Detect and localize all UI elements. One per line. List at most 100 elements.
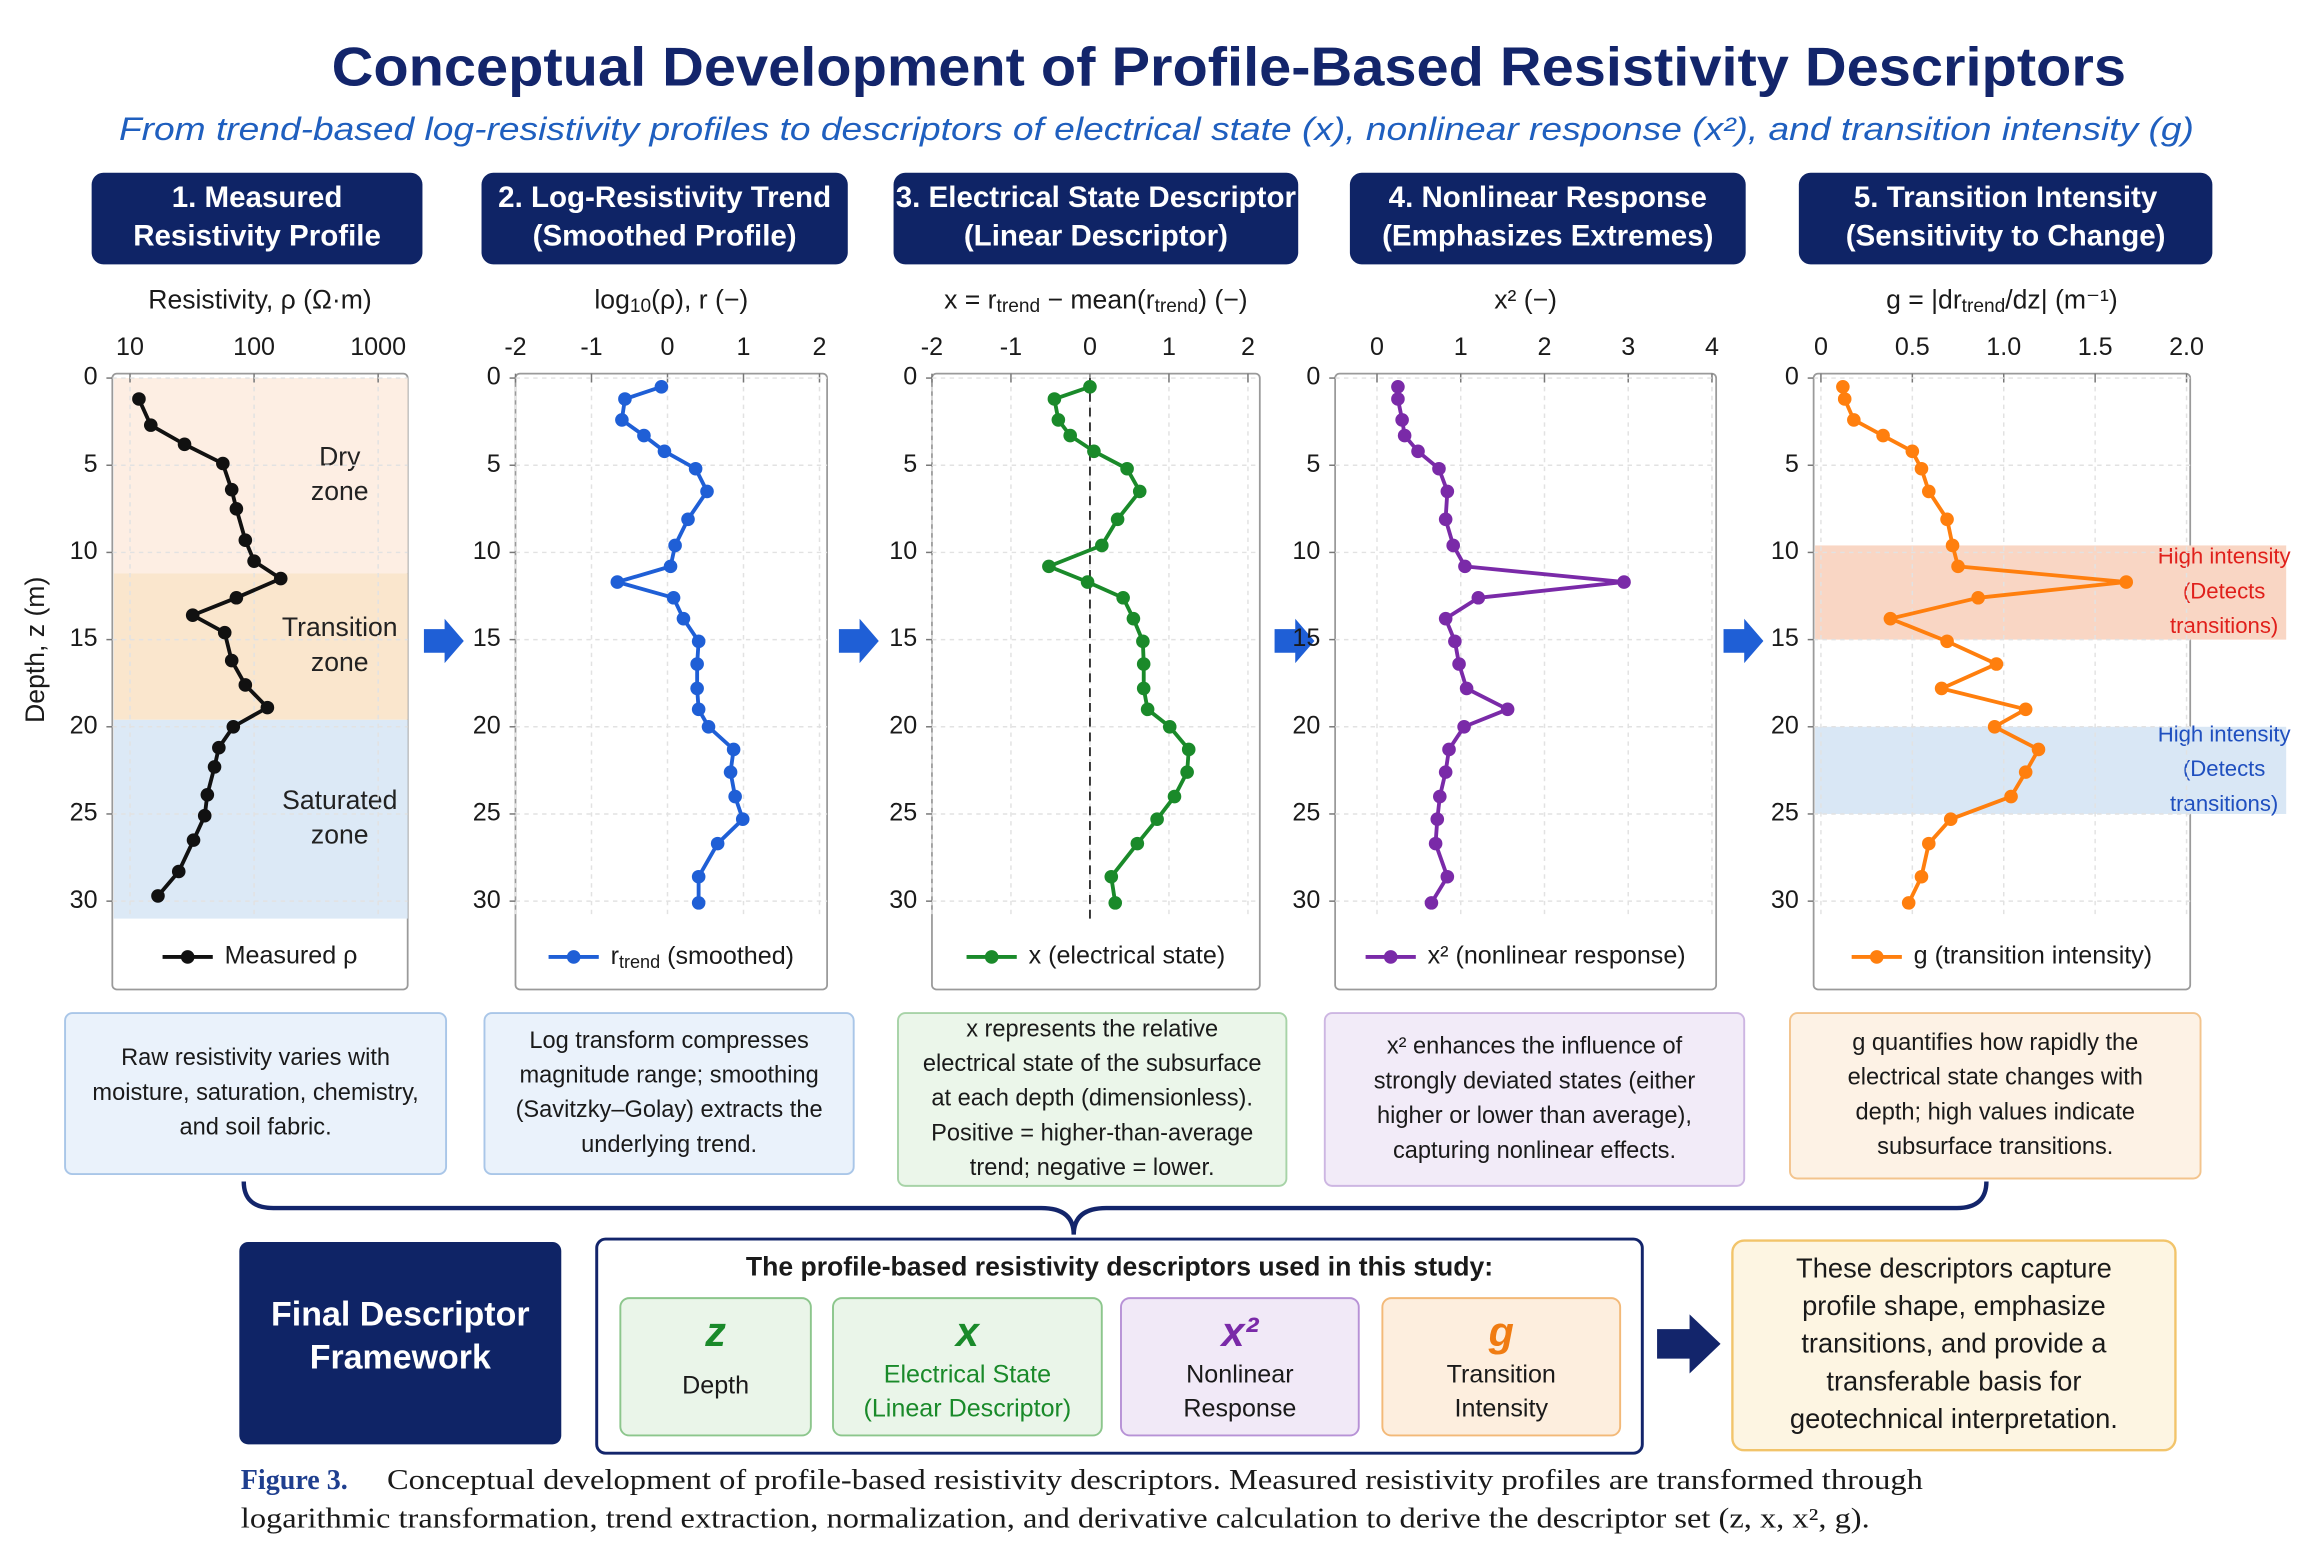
plot-frame [931,372,1261,991]
point [1063,428,1077,443]
text-run: r [611,942,619,970]
x-tick-label: 1 [1162,333,1176,361]
subscript: trend [619,952,660,972]
y-tick-label: 10 [1292,537,1320,565]
flow-arrow [423,618,464,664]
point [1110,512,1125,527]
band-label: Dry [319,441,361,471]
point [2004,789,2018,804]
panel-header [893,172,1299,265]
x-tick-label: -2 [921,333,943,361]
y-tick-label: 30 [1292,886,1320,914]
x-tick-label: 0 [1083,333,1097,361]
x-tick-label: 1000 [350,333,406,361]
point [1180,765,1194,779]
y-tick-label: 5 [1306,450,1320,478]
point [186,833,201,847]
point [1458,559,1472,574]
point [1457,719,1471,734]
descriptor-label: Nonlinear [1186,1360,1293,1388]
framework-title-box [239,1242,562,1445]
point [1120,461,1134,476]
description-line: trend; negative = lower. [970,1155,1215,1181]
y-tick-label: 5 [487,450,501,478]
legend-label: x (electrical state) [1029,942,1226,970]
text-run: (ρ), r (−) [651,284,748,314]
description-box [897,1012,1288,1187]
band-label: Saturated [282,785,397,815]
point [1438,765,1453,779]
point [1934,681,1949,696]
y-tick-label: 15 [889,624,917,652]
y-tick-label: 10 [1771,537,1799,565]
point [1167,789,1182,804]
plot-frame [1334,372,1718,991]
point [1914,461,1929,476]
point [710,836,725,851]
point [1905,444,1920,459]
point [691,702,706,717]
point [1617,575,1631,589]
point [229,590,244,605]
point [690,681,704,696]
y-tick-label: 30 [1771,886,1799,914]
x-tick-label: -1 [580,333,602,361]
point [229,502,244,516]
descriptor-tile [832,1297,1103,1437]
panel-title: (Linear Descriptor) [964,220,1228,253]
y-tick-label: 25 [889,799,917,827]
point [1430,812,1445,826]
point [1140,702,1155,717]
point [700,484,714,499]
point [1087,444,1101,459]
point [1440,869,1455,884]
band [113,719,408,919]
summary-line: transitions, and provide a [1801,1328,2107,1359]
descriptor-symbol: z [704,1309,726,1355]
text-run: − mean(r [1040,284,1155,314]
point [1459,681,1474,696]
band-label: zone [311,476,369,506]
legend-swatch [180,950,195,964]
point [688,461,703,476]
y-tick-label: 5 [1785,450,1799,478]
description-line: subsurface transitions. [1877,1134,2113,1160]
point [691,869,706,884]
description-box [1789,1012,2202,1180]
panel-title: 3. Electrical State Descriptor [896,181,1297,214]
point [1442,742,1456,757]
y-tick-label: 0 [1785,363,1799,391]
plot-frame [1812,372,2192,991]
band-label: Transition [282,612,398,642]
summary-line: profile shape, emphasize [1802,1290,2106,1321]
point [615,413,629,427]
point [735,812,750,826]
descriptor-tile [1381,1297,1622,1437]
arrow [1657,1314,1721,1374]
x-tick-label: 2 [1241,333,1255,361]
point [1837,392,1852,406]
panel-title: 2. Log-Resistivity Trend [498,181,831,214]
point [1136,657,1151,671]
point [1126,611,1141,626]
x-tick-label: 10 [116,333,144,361]
summary-line: geotechnical interpretation. [1790,1403,2118,1434]
point [1943,812,1958,826]
point [1500,702,1515,717]
x-tick-label: 1.5 [2078,333,2113,361]
y-tick-label: 0 [1306,363,1320,391]
flow-arrow [1723,618,1764,664]
point [1162,719,1177,734]
point [637,428,651,443]
point [212,740,226,755]
x-tick-label: 0 [1814,333,1828,361]
point [726,742,741,757]
point [1108,896,1123,910]
point [177,437,192,452]
x-tick-label: 100 [233,333,275,361]
point [1150,812,1164,826]
point [1876,428,1890,443]
point [238,533,253,548]
